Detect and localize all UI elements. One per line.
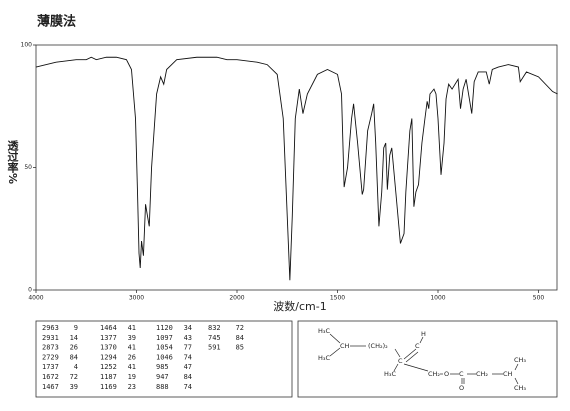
structure-label: (CH₂)₂ bbox=[368, 342, 388, 350]
x-tick-label: 3000 bbox=[129, 295, 144, 302]
peak-transmittance: 41 bbox=[128, 363, 136, 371]
structure-label: CH₂ bbox=[476, 370, 488, 378]
peak-transmittance: 41 bbox=[128, 324, 136, 332]
peak-transmittance: 14 bbox=[70, 334, 78, 342]
peak-wavenumber: 1097 bbox=[156, 334, 173, 342]
x-axis-label: 波数/cm-1 bbox=[273, 300, 326, 313]
y-tick-label: 0 bbox=[28, 287, 32, 294]
structure-label: CH bbox=[340, 342, 350, 350]
structure-label: H₃C bbox=[318, 354, 330, 362]
peak-transmittance: 74 bbox=[184, 383, 192, 391]
peak-wavenumber: 985 bbox=[156, 363, 169, 371]
x-tick-label: 4000 bbox=[28, 295, 43, 302]
spectrum-line bbox=[35, 56, 558, 281]
peak-wavenumber: 1187 bbox=[100, 373, 117, 381]
peak-wavenumber: 1294 bbox=[100, 353, 117, 361]
peak-transmittance: 39 bbox=[70, 383, 78, 391]
x-tick-label: 500 bbox=[533, 295, 545, 302]
structure-label: C bbox=[415, 342, 420, 350]
chart-title: 薄膜法 bbox=[37, 14, 76, 30]
peak-wavenumber: 1120 bbox=[156, 324, 173, 332]
peak-transmittance: 43 bbox=[184, 334, 192, 342]
peak-transmittance: 19 bbox=[128, 373, 136, 381]
peak-transmittance: 72 bbox=[70, 373, 78, 381]
peak-wavenumber: 2873 bbox=[42, 344, 59, 352]
structure-label: C bbox=[398, 357, 403, 365]
peak-wavenumber: 1169 bbox=[100, 383, 117, 391]
peak-wavenumber: 1377 bbox=[100, 334, 117, 342]
y-axis-label: 透过率% bbox=[6, 140, 19, 184]
x-tick-label: 1000 bbox=[430, 295, 445, 302]
peak-wavenumber: 1054 bbox=[156, 344, 173, 352]
structure-label: H₃C bbox=[318, 327, 330, 335]
peak-transmittance: 23 bbox=[128, 383, 136, 391]
peak-transmittance: 34 bbox=[184, 324, 192, 332]
x-tick-label: 1500 bbox=[330, 295, 345, 302]
peak-transmittance: 26 bbox=[128, 353, 136, 361]
peak-transmittance: 4 bbox=[74, 363, 78, 371]
peak-wavenumber: 1252 bbox=[100, 363, 117, 371]
peak-wavenumber: 745 bbox=[208, 334, 221, 342]
peak-wavenumber: 1672 bbox=[42, 373, 59, 381]
peak-transmittance: 26 bbox=[70, 344, 78, 352]
peak-wavenumber: 888 bbox=[156, 383, 169, 391]
peak-wavenumber: 1046 bbox=[156, 353, 173, 361]
peak-transmittance: 84 bbox=[70, 353, 78, 361]
structure-label: O bbox=[444, 370, 449, 378]
structure-label: O bbox=[459, 384, 464, 392]
peak-wavenumber: 1370 bbox=[100, 344, 117, 352]
peak-transmittance: 84 bbox=[184, 373, 192, 381]
peak-wavenumber: 1464 bbox=[100, 324, 117, 332]
structure-label: C bbox=[459, 370, 464, 378]
structure-label: H bbox=[421, 330, 426, 338]
peak-wavenumber: 2931 bbox=[42, 334, 59, 342]
plot-frame bbox=[35, 44, 558, 291]
structure-label: CH₃ bbox=[514, 356, 526, 364]
peak-table-box bbox=[35, 320, 293, 398]
peak-wavenumber: 947 bbox=[156, 373, 169, 381]
y-tick-label: 100 bbox=[21, 42, 33, 49]
peak-transmittance: 85 bbox=[236, 344, 244, 352]
structure-box bbox=[297, 320, 558, 398]
structure-bonds bbox=[329, 333, 519, 385]
peak-wavenumber: 1737 bbox=[42, 363, 59, 371]
peak-wavenumber: 832 bbox=[208, 324, 221, 332]
structure-label: CH₃ bbox=[514, 384, 526, 392]
peak-wavenumber: 2963 bbox=[42, 324, 59, 332]
peak-transmittance: 47 bbox=[184, 363, 192, 371]
structure-label: CH bbox=[503, 370, 513, 378]
peak-transmittance: 9 bbox=[74, 324, 78, 332]
peak-transmittance: 39 bbox=[128, 334, 136, 342]
peak-transmittance: 72 bbox=[236, 324, 244, 332]
x-tick-label: 2000 bbox=[229, 295, 244, 302]
y-tick-label: 50 bbox=[24, 164, 32, 171]
peak-wavenumber: 1467 bbox=[42, 383, 59, 391]
peak-transmittance: 84 bbox=[236, 334, 244, 342]
peak-wavenumber: 591 bbox=[208, 344, 221, 352]
peak-transmittance: 41 bbox=[128, 344, 136, 352]
peak-transmittance: 77 bbox=[184, 344, 192, 352]
structure-label: H₃C bbox=[384, 370, 396, 378]
structure-label: CH₂ bbox=[428, 370, 440, 378]
peak-wavenumber: 2729 bbox=[42, 353, 59, 361]
peak-transmittance: 74 bbox=[184, 353, 192, 361]
